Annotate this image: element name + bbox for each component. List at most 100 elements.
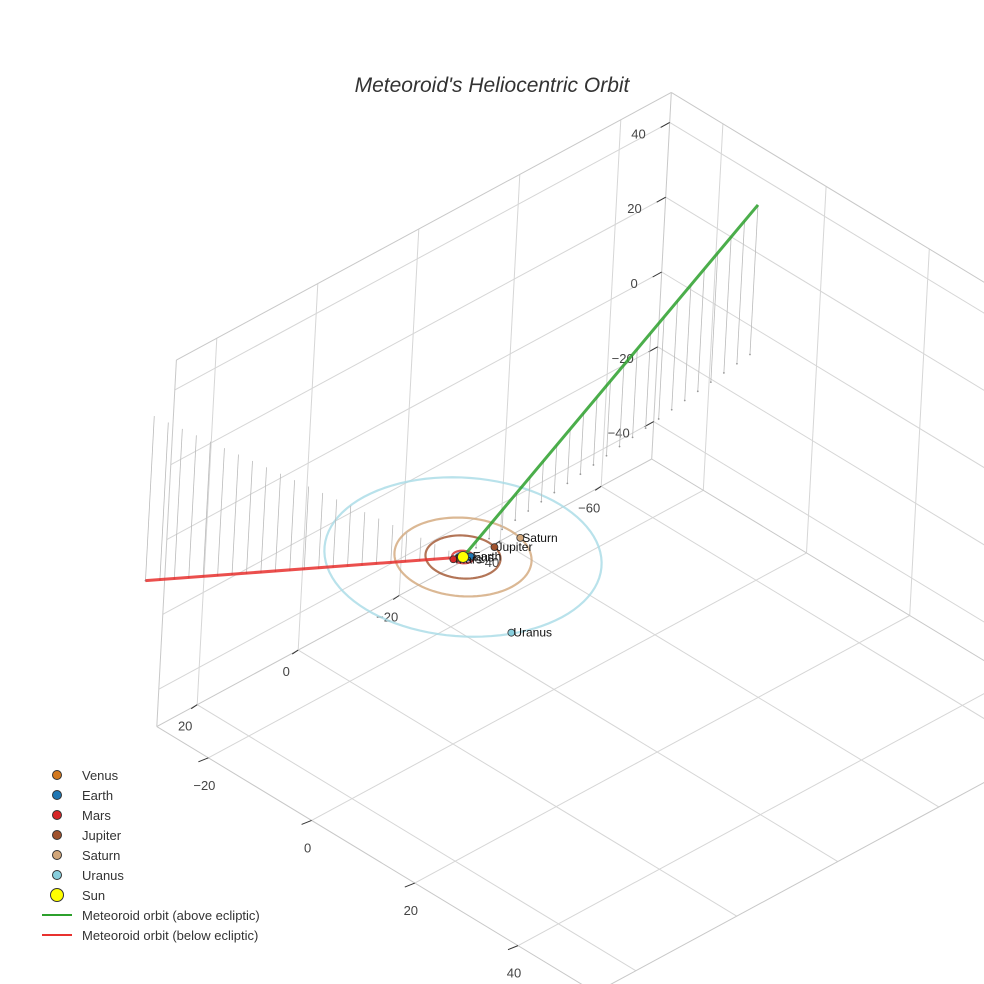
legend-item[interactable]: Meteoroid orbit (above ecliptic) bbox=[40, 905, 260, 925]
drop-line-end bbox=[736, 362, 738, 365]
drop-line bbox=[553, 444, 558, 493]
drop-line bbox=[159, 422, 169, 580]
tick-label: 0 bbox=[283, 664, 290, 679]
tick-label: 0 bbox=[630, 276, 637, 291]
drop-line bbox=[347, 505, 352, 566]
drop-line bbox=[246, 460, 253, 574]
legend-line-swatch bbox=[40, 925, 74, 945]
drop-line bbox=[579, 412, 585, 475]
grid-line bbox=[657, 346, 984, 546]
uranus-orbit bbox=[323, 476, 603, 638]
drop-line bbox=[566, 428, 571, 484]
drop-line bbox=[173, 428, 183, 579]
drop-line-end bbox=[644, 427, 647, 430]
jupiter-marker[interactable] bbox=[490, 543, 499, 552]
tick-label: 20 bbox=[178, 719, 192, 734]
drop-line bbox=[736, 220, 745, 364]
legend-label: Mars bbox=[82, 807, 111, 823]
legend-marker-swatch bbox=[40, 825, 74, 845]
drop-line-end bbox=[566, 482, 569, 485]
drop-line bbox=[188, 435, 197, 578]
grid-line bbox=[311, 552, 807, 821]
planet-label: Uranus bbox=[513, 626, 552, 640]
axis-edge bbox=[176, 92, 672, 361]
grid-line bbox=[665, 196, 984, 391]
legend-label: Sun bbox=[82, 887, 106, 903]
drop-line bbox=[390, 524, 394, 563]
legend-marker-swatch bbox=[40, 865, 74, 885]
grid-line bbox=[297, 649, 738, 917]
sun-marker[interactable] bbox=[457, 551, 469, 563]
grid-line bbox=[669, 121, 984, 314]
drop-line bbox=[606, 380, 611, 456]
tick-label: −40 bbox=[477, 555, 499, 570]
axis-edge bbox=[651, 458, 984, 662]
grid-line bbox=[806, 186, 827, 553]
grid-line bbox=[208, 489, 704, 759]
drop-line bbox=[274, 473, 281, 571]
legend-marker-swatch bbox=[40, 765, 74, 785]
tick-label: 0 bbox=[304, 840, 311, 855]
drop-line bbox=[514, 492, 518, 521]
meteoroid-orbit-line[interactable] bbox=[145, 555, 464, 583]
planet-label: Jupiter bbox=[496, 540, 532, 554]
legend-item[interactable]: Meteoroid orbit (below ecliptic) bbox=[40, 925, 260, 945]
legend-item[interactable]: Jupiter bbox=[40, 825, 260, 845]
meteoroid-orbit-line[interactable] bbox=[461, 203, 760, 558]
tick-label: −20 bbox=[193, 778, 215, 793]
legend-item[interactable]: Saturn bbox=[40, 845, 260, 865]
grid-line bbox=[499, 540, 940, 808]
legend[interactable]: Venus Earth Mars Jupiter Saturn Uranus Sun Mete… bbox=[40, 765, 260, 945]
drop-line bbox=[433, 544, 436, 560]
legend-item[interactable]: Mars bbox=[40, 805, 260, 825]
drop-line-end bbox=[696, 390, 699, 393]
drop-line-end bbox=[514, 519, 517, 522]
drop-line bbox=[332, 499, 338, 567]
drop-line bbox=[318, 492, 324, 568]
tick-mark bbox=[660, 121, 670, 128]
grid-line bbox=[600, 119, 622, 487]
saturn-marker[interactable] bbox=[516, 533, 525, 542]
drop-line bbox=[710, 252, 719, 383]
drop-line-end bbox=[618, 445, 621, 448]
axis-edge bbox=[671, 92, 984, 283]
grid-line bbox=[517, 693, 984, 947]
tick-label: −20 bbox=[376, 610, 398, 625]
axis-edge bbox=[651, 92, 672, 460]
tick-label: −60 bbox=[578, 500, 600, 515]
legend-marker-swatch bbox=[40, 845, 74, 865]
legend-item[interactable]: Venus bbox=[40, 765, 260, 785]
drop-line bbox=[540, 460, 544, 502]
grid-line bbox=[170, 196, 666, 466]
tick-mark bbox=[507, 945, 519, 951]
drop-line-end bbox=[683, 399, 686, 402]
legend-item[interactable]: Sun bbox=[40, 885, 260, 905]
drop-line bbox=[645, 332, 652, 429]
axis-edge bbox=[610, 781, 984, 984]
drop-line bbox=[145, 416, 155, 581]
drop-line bbox=[527, 476, 531, 512]
tick-mark bbox=[404, 882, 415, 888]
legend-label: Meteoroid orbit (above ecliptic) bbox=[82, 907, 260, 923]
legend-item[interactable]: Earth bbox=[40, 785, 260, 805]
drop-line bbox=[501, 508, 504, 530]
tick-label: 40 bbox=[631, 126, 645, 141]
drop-line bbox=[697, 268, 705, 392]
legend-marker-swatch bbox=[40, 805, 74, 825]
grid-line bbox=[414, 615, 910, 884]
drop-line-end bbox=[722, 372, 725, 374]
uranus-marker[interactable] bbox=[507, 628, 516, 637]
tick-mark bbox=[656, 196, 666, 203]
legend-item[interactable]: Uranus bbox=[40, 865, 260, 885]
drop-line-end bbox=[540, 500, 543, 503]
drop-line bbox=[202, 441, 211, 577]
drop-line-end bbox=[749, 353, 751, 356]
mars-marker[interactable] bbox=[449, 555, 458, 564]
planet-label: Earth bbox=[473, 549, 502, 563]
grid-line bbox=[158, 421, 654, 690]
legend-label: Saturn bbox=[82, 847, 121, 863]
tick-label: −40 bbox=[608, 426, 630, 441]
axis-edge bbox=[156, 726, 583, 984]
drop-line bbox=[419, 537, 422, 561]
